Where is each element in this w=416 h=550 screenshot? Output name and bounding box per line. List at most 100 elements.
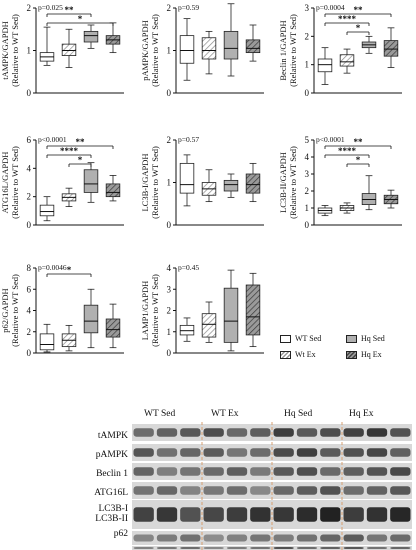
- blot-band: [203, 547, 224, 549]
- box-iqr: [383, 40, 399, 57]
- blot-band: [250, 448, 271, 457]
- blot-band: [273, 448, 294, 457]
- blot-band: [343, 486, 364, 495]
- blot-band: [180, 467, 201, 476]
- significance-label: *: [78, 155, 83, 165]
- blot-band: [250, 507, 271, 522]
- blot-band: [320, 547, 341, 549]
- significance-bracket: **: [324, 5, 392, 17]
- blot-band: [390, 428, 411, 437]
- legend-label-hq-sed: Hq Sed: [361, 334, 385, 343]
- blot-band: [226, 467, 248, 476]
- blot-band: [156, 547, 178, 549]
- y-tick-label: 2: [167, 3, 172, 13]
- box-panel: 0 2 4 6 ATG16L/GAPDH (Relative to WT Sed) p<0.…: [0, 135, 124, 230]
- box-panel: 0 1 2 tAMPK/GAPDH (Relative to WT Sed) p=0.02…: [0, 3, 124, 98]
- y-axis-label: tAMPK/GAPDH: [0, 21, 10, 80]
- y-tick-label: 3: [167, 284, 172, 294]
- box-iqr: [83, 304, 99, 334]
- significance-label: **: [354, 137, 364, 147]
- p-value: p<0.0001: [38, 135, 67, 144]
- y-tick-label: 2: [27, 3, 32, 13]
- blot-row-label: Beclin 1: [96, 469, 128, 479]
- box-hq-sed: [361, 35, 377, 54]
- blot-band: [320, 486, 341, 495]
- blot-row-label: tAMPK: [97, 431, 128, 441]
- y-tick-label: 2: [27, 192, 32, 202]
- blot-band: [343, 467, 364, 476]
- box-hq-sed: [223, 3, 239, 77]
- significance-label: ****: [338, 14, 357, 24]
- y-tick-label: 0: [167, 88, 172, 98]
- significance-bracket: ****: [324, 14, 370, 26]
- significance-label: *: [78, 14, 83, 24]
- box-iqr: [105, 318, 121, 338]
- box-iqr: [83, 169, 99, 193]
- box-hq-sed: [223, 269, 239, 352]
- blot-band: [296, 448, 318, 457]
- box-iqr: [179, 162, 195, 194]
- box-wt-ex: [61, 187, 77, 207]
- significance-label: *: [356, 155, 361, 165]
- blot-band: [250, 428, 271, 437]
- box-wt-ex: [339, 48, 355, 74]
- box-wt-sed: [179, 18, 195, 81]
- box-iqr: [83, 30, 99, 43]
- y-axis-label: (Relative to WT Sed): [150, 146, 160, 219]
- blot-band: [250, 467, 271, 476]
- y-axis-label: (Relative to WT Sed): [288, 14, 298, 87]
- significance-label: *: [67, 265, 72, 275]
- blot-band: [366, 428, 388, 437]
- box-iqr: [61, 43, 77, 56]
- blot-band: [296, 507, 318, 522]
- p-value: p=0.0046: [38, 263, 67, 272]
- blot-row-label: p62: [113, 529, 128, 539]
- blot-column-label: Hq Ex: [349, 409, 374, 419]
- box-iqr: [223, 179, 239, 192]
- y-tick-label: 1: [27, 46, 32, 56]
- box-wt-ex: [61, 28, 77, 68]
- y-tick-label: 2: [167, 135, 172, 145]
- blot-row-label: LC3B-II: [95, 514, 128, 524]
- blot-band: [390, 486, 411, 495]
- blot-band: [343, 547, 364, 549]
- blot-band: [366, 534, 388, 542]
- blot-band: [366, 507, 388, 522]
- y-tick-label: 2: [167, 306, 172, 316]
- box-panel: 0 1 2 LC3B-I/GAPDH (Relative to WT Sed) p=0.5…: [140, 135, 264, 230]
- blot-band: [366, 467, 388, 476]
- box-wt-sed: [317, 47, 333, 85]
- box-hq-ex: [245, 272, 261, 348]
- blot-band: [273, 428, 294, 437]
- y-axis-label: Beclin 1/GAPDH: [278, 20, 288, 80]
- y-tick-label: 0: [167, 348, 172, 358]
- legend-swatch-hq-ex: [346, 350, 357, 359]
- blot-band: [203, 534, 224, 542]
- significance-bracket: **: [46, 137, 114, 149]
- box-hq-sed: [83, 162, 99, 203]
- blot-band: [156, 507, 178, 522]
- blot-band: [343, 448, 364, 457]
- blot-band: [180, 507, 201, 522]
- y-tick-label: 0: [305, 88, 310, 98]
- y-tick-label: 1: [305, 203, 310, 213]
- blot-band: [296, 486, 318, 495]
- y-axis-label: (Relative to WT Sed): [10, 274, 20, 347]
- legend-item-wt-ex: Wt Ex: [280, 350, 316, 359]
- y-axis-label: (Relative to WT Sed): [10, 146, 20, 219]
- significance-label: **: [354, 5, 364, 15]
- y-tick-label: 2: [27, 327, 32, 337]
- box-iqr: [201, 37, 217, 60]
- y-tick-label: 1: [167, 46, 172, 56]
- y-axis-label: (Relative to WT Sed): [150, 274, 160, 347]
- blot-band: [180, 486, 201, 495]
- blot-band: [180, 547, 201, 549]
- significance-bracket: *: [68, 155, 92, 167]
- box-iqr: [179, 35, 195, 64]
- y-tick-label: 3: [305, 169, 310, 179]
- significance-bracket: *: [46, 14, 114, 26]
- significance-label: **: [76, 137, 86, 147]
- blot-band: [390, 448, 411, 457]
- box-hq-ex: [245, 24, 261, 62]
- blot-band: [320, 448, 341, 457]
